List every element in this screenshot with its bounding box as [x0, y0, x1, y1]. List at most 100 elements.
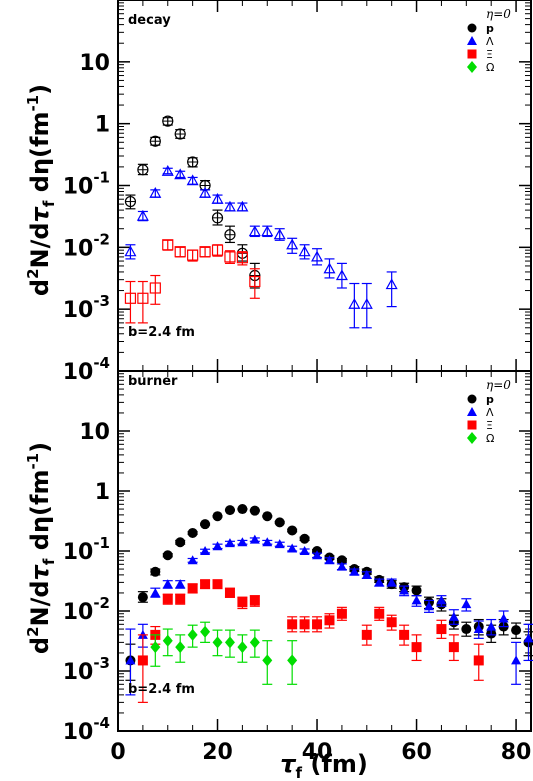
data-point-Ω — [287, 640, 298, 685]
marker-triangle — [224, 538, 235, 548]
data-point-Λ — [273, 228, 286, 241]
data-point-Λ — [486, 618, 497, 636]
ylabel-top-d: d — [26, 279, 54, 296]
ylabel-top-sup: 2 — [24, 268, 42, 278]
data-point-p — [237, 504, 248, 515]
data-point-Ξ — [199, 246, 211, 258]
marker-circle — [237, 504, 248, 515]
marker-triangle — [261, 225, 274, 237]
ylabel-top: d2N/dτf dη(fm-1) — [24, 84, 58, 296]
marker-square — [312, 619, 323, 630]
marker-triangle — [149, 186, 162, 198]
marker-square — [162, 239, 174, 251]
marker-square — [336, 608, 347, 619]
marker-triangle — [174, 168, 187, 180]
ytick-label: 10-3 — [63, 292, 110, 323]
ylabel-bottom-f: f — [40, 558, 58, 565]
panel-top-label: decay — [128, 13, 171, 28]
marker-square — [175, 593, 186, 604]
data-point-Ξ — [436, 619, 447, 639]
data-point-Λ — [385, 271, 398, 308]
legend-marker — [467, 36, 477, 45]
data-point-p — [299, 533, 310, 544]
ylabel-bottom-close: ) — [26, 442, 54, 453]
data-point-Ξ — [448, 634, 459, 662]
xtick-label: 80 — [501, 740, 532, 765]
data-point-p — [162, 115, 174, 127]
data-point-p — [511, 622, 522, 639]
data-point-p — [149, 135, 161, 147]
legend-marker — [467, 23, 477, 33]
ylabel-top-rest: dη(fm — [26, 112, 54, 201]
ytick-label: 1 — [95, 480, 110, 505]
marker-triangle — [498, 613, 509, 623]
marker-triangle — [448, 611, 459, 621]
data-point-Ξ — [386, 614, 397, 631]
data-point-Ω — [224, 629, 235, 658]
xlabel-rest: (fm) — [302, 750, 368, 778]
marker-triangle — [473, 624, 484, 634]
data-point-Λ — [287, 543, 298, 553]
svg-text:d2N/dτf dη(fm-1): d2N/dτf dη(fm-1) — [24, 84, 58, 296]
marker-diamond — [162, 634, 173, 647]
marker-triangle — [323, 262, 336, 274]
marker-triangle — [311, 250, 324, 262]
svg-text:d2N/dτf dη(fm-1): d2N/dτf dη(fm-1) — [24, 442, 58, 654]
data-point-Λ — [360, 282, 373, 329]
data-point-Ξ — [473, 643, 484, 681]
ytick-label-exp: -4 — [93, 354, 110, 372]
marker-square — [187, 583, 198, 594]
data-point-Ξ — [249, 595, 260, 607]
marker-triangle — [274, 539, 285, 549]
ytick-label-exp: -1 — [93, 169, 110, 187]
marker-triangle — [287, 543, 298, 553]
data-point-Λ — [299, 546, 310, 555]
data-point-Ξ — [287, 616, 298, 633]
ytick-label-base: 10 — [79, 420, 110, 445]
data-point-Ξ — [211, 244, 224, 257]
data-point-p — [211, 209, 224, 226]
data-point-Λ — [174, 168, 187, 180]
ylabel-top-exp: -1 — [24, 95, 42, 112]
ytick-label: 10 — [79, 51, 110, 76]
data-point-Ξ — [200, 579, 211, 590]
data-point-Ω — [262, 640, 273, 685]
ytick-label: 10-3 — [63, 654, 110, 685]
marker-square — [149, 282, 161, 294]
marker-circle — [336, 555, 347, 566]
data-point-p — [249, 505, 260, 516]
panel-bottom-points — [125, 504, 533, 703]
marker-diamond — [237, 641, 248, 654]
data-point-Ξ — [249, 268, 261, 299]
marker-diamond — [224, 636, 235, 649]
ylabel-bottom-exp: -1 — [24, 453, 42, 470]
legend-marker — [467, 49, 477, 59]
xtick-label: 20 — [202, 740, 233, 765]
data-point-Λ — [312, 550, 323, 560]
marker-square — [224, 587, 235, 598]
data-point-Λ — [149, 186, 162, 198]
marker-triangle — [399, 585, 410, 595]
data-point-Λ — [323, 258, 336, 279]
data-point-p — [162, 550, 173, 561]
marker-triangle — [200, 546, 211, 555]
data-point-Λ — [349, 566, 360, 576]
data-point-Λ — [224, 538, 235, 548]
marker-circle — [200, 519, 211, 530]
ylabel-top-tau: τ — [26, 205, 54, 222]
data-point-Ω — [187, 624, 198, 648]
marker-circle — [224, 505, 235, 516]
ytick-label-base: 10 — [63, 720, 94, 745]
marker-circle — [212, 511, 223, 522]
marker-square — [473, 655, 484, 666]
data-point-Ξ — [299, 616, 310, 633]
marker-diamond — [187, 628, 198, 641]
marker-diamond — [200, 625, 211, 638]
marker-triangle — [262, 537, 273, 547]
marker-circle — [262, 511, 273, 522]
data-point-Ξ — [137, 634, 148, 703]
data-point-Λ — [374, 577, 385, 587]
marker-triangle — [385, 278, 398, 290]
